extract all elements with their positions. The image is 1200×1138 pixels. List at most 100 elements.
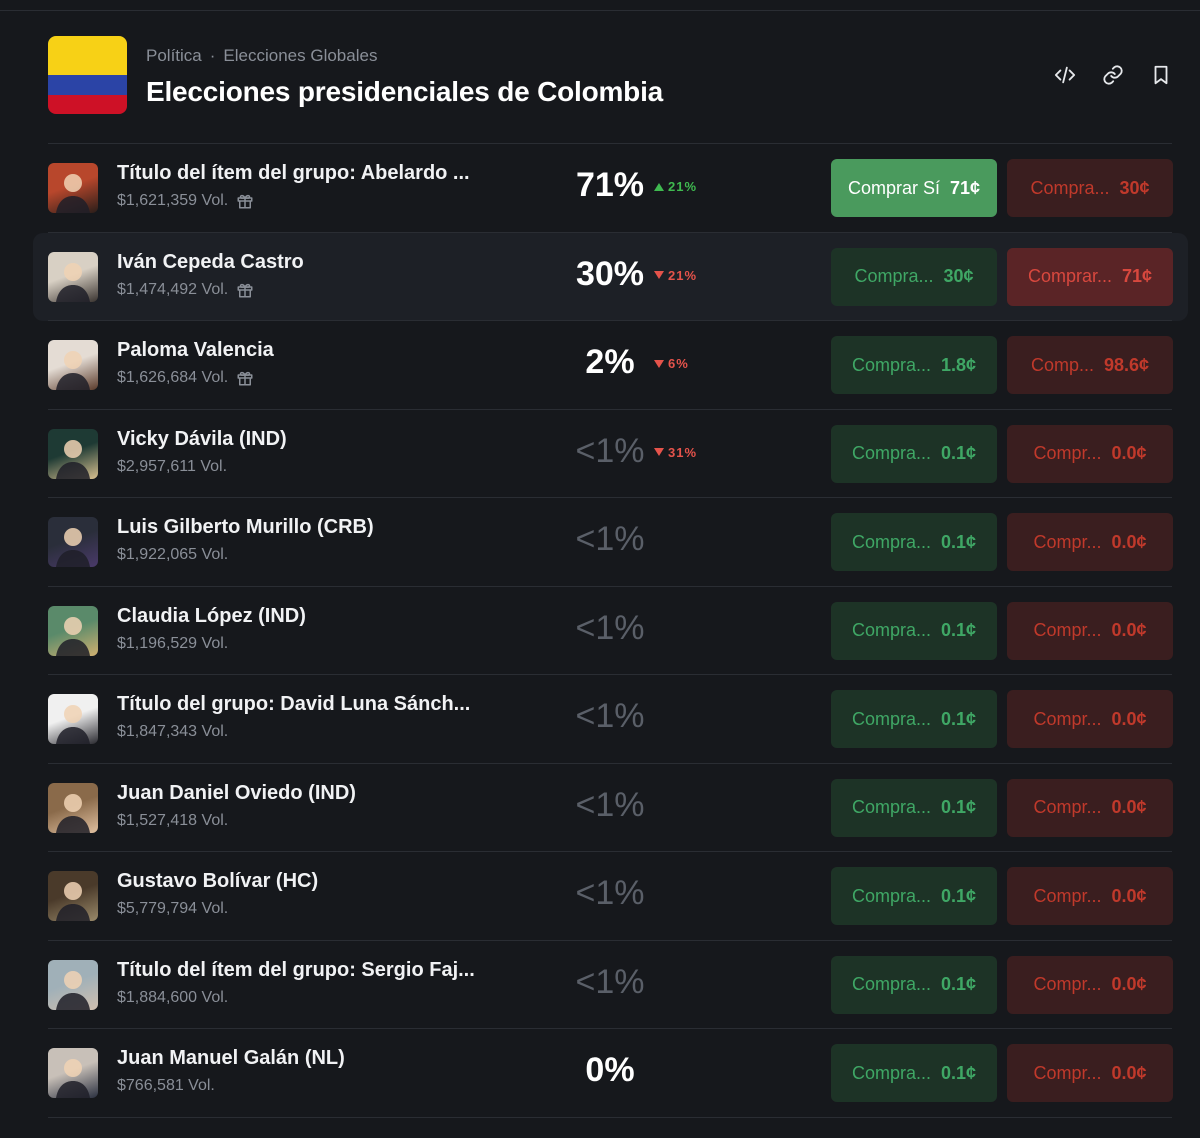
probability-change-value: 21% [668,179,698,194]
candidate-name[interactable]: Luis Gilberto Murillo (CRB) [117,516,374,538]
buy-yes-label: Compra... [854,266,934,286]
buy-no-button[interactable]: Compr... 0.0¢ [1007,867,1173,925]
buy-yes-button[interactable]: Compra... 0.1¢ [831,778,997,837]
volume-value: $1,474,492 Vol. [117,280,229,298]
outcome-row[interactable]: Título del grupo: David Luna Sánch... $1… [0,675,1200,764]
buy-no-button[interactable]: Compr... 0.0¢ [1007,1044,1173,1102]
outcome-row[interactable]: Título del ítem del grupo: Abelardo ... … [0,144,1200,233]
outcome-row[interactable]: Paloma Valencia $1,626,684 Vol. 2% 6% Co… [0,321,1200,410]
volume: $1,626,684 Vol. [117,369,254,387]
candidate-name[interactable]: Gustavo Bolívar (HC) [117,870,319,892]
buy-no-label: Compr... [1033,1062,1102,1083]
buy-yes-button[interactable]: Compra... 0.1¢ [831,1044,997,1102]
buy-yes-price: 71¢ [949,177,981,198]
gift-icon[interactable] [236,369,254,387]
buy-yes-label: Compra... [851,1062,931,1083]
breadcrumb-subcategory[interactable]: Elecciones Globales [223,46,378,65]
buy-no-button[interactable]: Compr... 0.0¢ [1007,513,1173,571]
trend-up-icon [654,182,664,191]
outcome-row[interactable]: Gustavo Bolívar (HC) $5,779,794 Vol. <1%… [0,852,1200,941]
candidate-name[interactable]: Paloma Valencia [117,339,274,361]
probability-change: 21% [654,179,697,194]
buy-no-label: Compr... [1033,531,1102,552]
breadcrumb-separator: · [209,46,216,65]
buy-yes-price: 0.1¢ [940,708,977,729]
probability-change-value: 6% [668,356,689,371]
buy-no-price: 0.0¢ [1111,443,1147,463]
buy-yes-button[interactable]: Compra... 30¢ [831,247,997,306]
event-header: Política · Elecciones Globales Eleccione… [48,36,1172,116]
outcome-row[interactable]: Iván Cepeda Castro $1,474,492 Vol. 30% 2… [0,232,1200,321]
candidate-name[interactable]: Vicky Dávila (IND) [117,427,287,450]
outcome-row[interactable]: Título del ítem del grupo: Sergio Faj...… [0,941,1200,1029]
outcome-row[interactable]: Juan Manuel Galán (NL) $766,581 Vol. 0% … [0,1029,1200,1118]
buy-yes-button[interactable]: Compra... 0.1¢ [831,690,997,748]
volume-value: $1,626,684 Vol. [117,369,229,386]
buy-yes-button[interactable]: Compra... 0.1¢ [831,601,997,660]
outcome-row[interactable]: Luis Gilberto Murillo (CRB) $1,922,065 V… [0,498,1200,587]
candidate-avatar [48,251,98,302]
buy-no-button[interactable]: Compr... 0.0¢ [1007,955,1173,1014]
probability-change-value: 31% [668,444,698,460]
trend-down-icon [654,448,664,456]
gift-icon[interactable] [236,281,254,299]
candidate-name[interactable]: Título del ítem del grupo: Abelardo ... [117,162,470,184]
buy-no-button[interactable]: Comp... 98.6¢ [1007,336,1173,394]
buy-no-button[interactable]: Compr... 0.0¢ [1007,690,1173,748]
buy-no-price: 0.0¢ [1111,620,1147,640]
buy-no-label: Compr... [1033,797,1102,817]
buy-yes-button[interactable]: Comprar Sí 71¢ [831,159,997,217]
probability: 2% [585,343,635,381]
buy-yes-price: 30¢ [943,266,974,286]
volume-value: $1,196,529 Vol. [117,634,229,652]
gift-icon[interactable] [236,192,254,210]
candidate-name[interactable]: Iván Cepeda Castro [117,250,304,273]
breadcrumb: Política · Elecciones Globales [146,46,377,66]
bookmark-icon[interactable] [1150,64,1172,86]
candidate-name[interactable]: Juan Daniel Oviedo (IND) [117,781,356,804]
candidate-name[interactable]: Claudia López (IND) [117,604,306,627]
candidate-avatar [48,517,98,567]
buy-no-label: Compr... [1033,885,1102,906]
breadcrumb-category[interactable]: Política [146,46,202,65]
embed-icon[interactable] [1054,64,1076,86]
buy-yes-price: 0.1¢ [940,885,977,906]
volume: $1,621,359 Vol. [117,192,254,210]
buy-yes-button[interactable]: Compra... 1.8¢ [831,336,997,394]
buy-yes-button[interactable]: Compra... 0.1¢ [831,955,997,1014]
volume: $1,884,600 Vol. [117,989,228,1007]
buy-yes-button[interactable]: Compra... 0.1¢ [831,424,997,483]
buy-yes-button[interactable]: Compra... 0.1¢ [831,867,997,925]
page-title: Elecciones presidenciales de Colombia [146,76,664,107]
buy-no-button[interactable]: Compr... 0.0¢ [1007,778,1173,837]
buy-yes-button[interactable]: Compra... 0.1¢ [831,513,997,571]
buy-no-button[interactable]: Compra... 30¢ [1007,159,1173,217]
buy-no-price: 98.6¢ [1103,354,1150,375]
buy-no-price: 0.0¢ [1111,1062,1147,1083]
buy-no-label: Compr... [1033,708,1102,729]
buy-no-button[interactable]: Compr... 0.0¢ [1007,424,1173,483]
link-icon[interactable] [1102,64,1124,86]
buy-no-button[interactable]: Compr... 0.0¢ [1007,601,1173,660]
volume: $1,922,065 Vol. [117,546,228,564]
buy-no-price: 0.0¢ [1111,974,1147,994]
candidate-avatar [48,1048,98,1098]
candidate-name[interactable]: Título del grupo: David Luna Sánch... [117,693,471,715]
candidate-avatar [48,782,98,833]
buy-yes-label: Compra... [851,974,931,994]
candidate-name[interactable]: Juan Manuel Galán (NL) [117,1047,345,1069]
outcome-row[interactable]: Vicky Dávila (IND) $2,957,611 Vol. <1% 3… [0,410,1200,498]
candidate-avatar [48,340,98,390]
probability-change: 6% [654,356,689,371]
outcome-row[interactable]: Claudia López (IND) $1,196,529 Vol. <1% … [0,587,1200,675]
candidate-name[interactable]: Título del ítem del grupo: Sergio Faj... [117,958,475,981]
volume-value: $2,957,611 Vol. [117,457,228,475]
volume-value: $1,884,600 Vol. [117,988,229,1006]
buy-no-button[interactable]: Comprar... 71¢ [1007,247,1173,306]
top-divider [0,10,1200,11]
buy-yes-label: Compra... [851,620,931,640]
volume: $2,957,611 Vol. [117,458,227,476]
volume: $5,779,794 Vol. [117,900,228,918]
outcome-row[interactable]: Juan Daniel Oviedo (IND) $1,527,418 Vol.… [0,764,1200,852]
buy-no-price: 0.0¢ [1111,885,1147,906]
